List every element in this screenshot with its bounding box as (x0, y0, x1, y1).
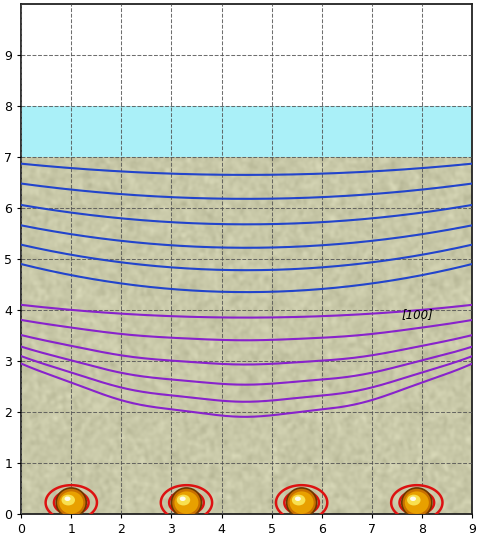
Ellipse shape (410, 497, 416, 501)
Bar (21, 4, 472, 106)
Ellipse shape (287, 488, 317, 517)
Text: [100]: [100] (402, 308, 433, 321)
Ellipse shape (171, 488, 202, 517)
Ellipse shape (177, 495, 190, 505)
Ellipse shape (59, 491, 84, 514)
Ellipse shape (405, 491, 429, 514)
Ellipse shape (180, 497, 186, 501)
Ellipse shape (295, 497, 301, 501)
Ellipse shape (289, 491, 313, 514)
Ellipse shape (56, 488, 86, 517)
Bar (21, 157, 472, 514)
Ellipse shape (407, 495, 420, 505)
Ellipse shape (174, 491, 198, 514)
Ellipse shape (64, 497, 71, 501)
Ellipse shape (402, 488, 432, 517)
Ellipse shape (292, 495, 305, 505)
Bar (21, 106, 472, 157)
Ellipse shape (61, 495, 75, 505)
